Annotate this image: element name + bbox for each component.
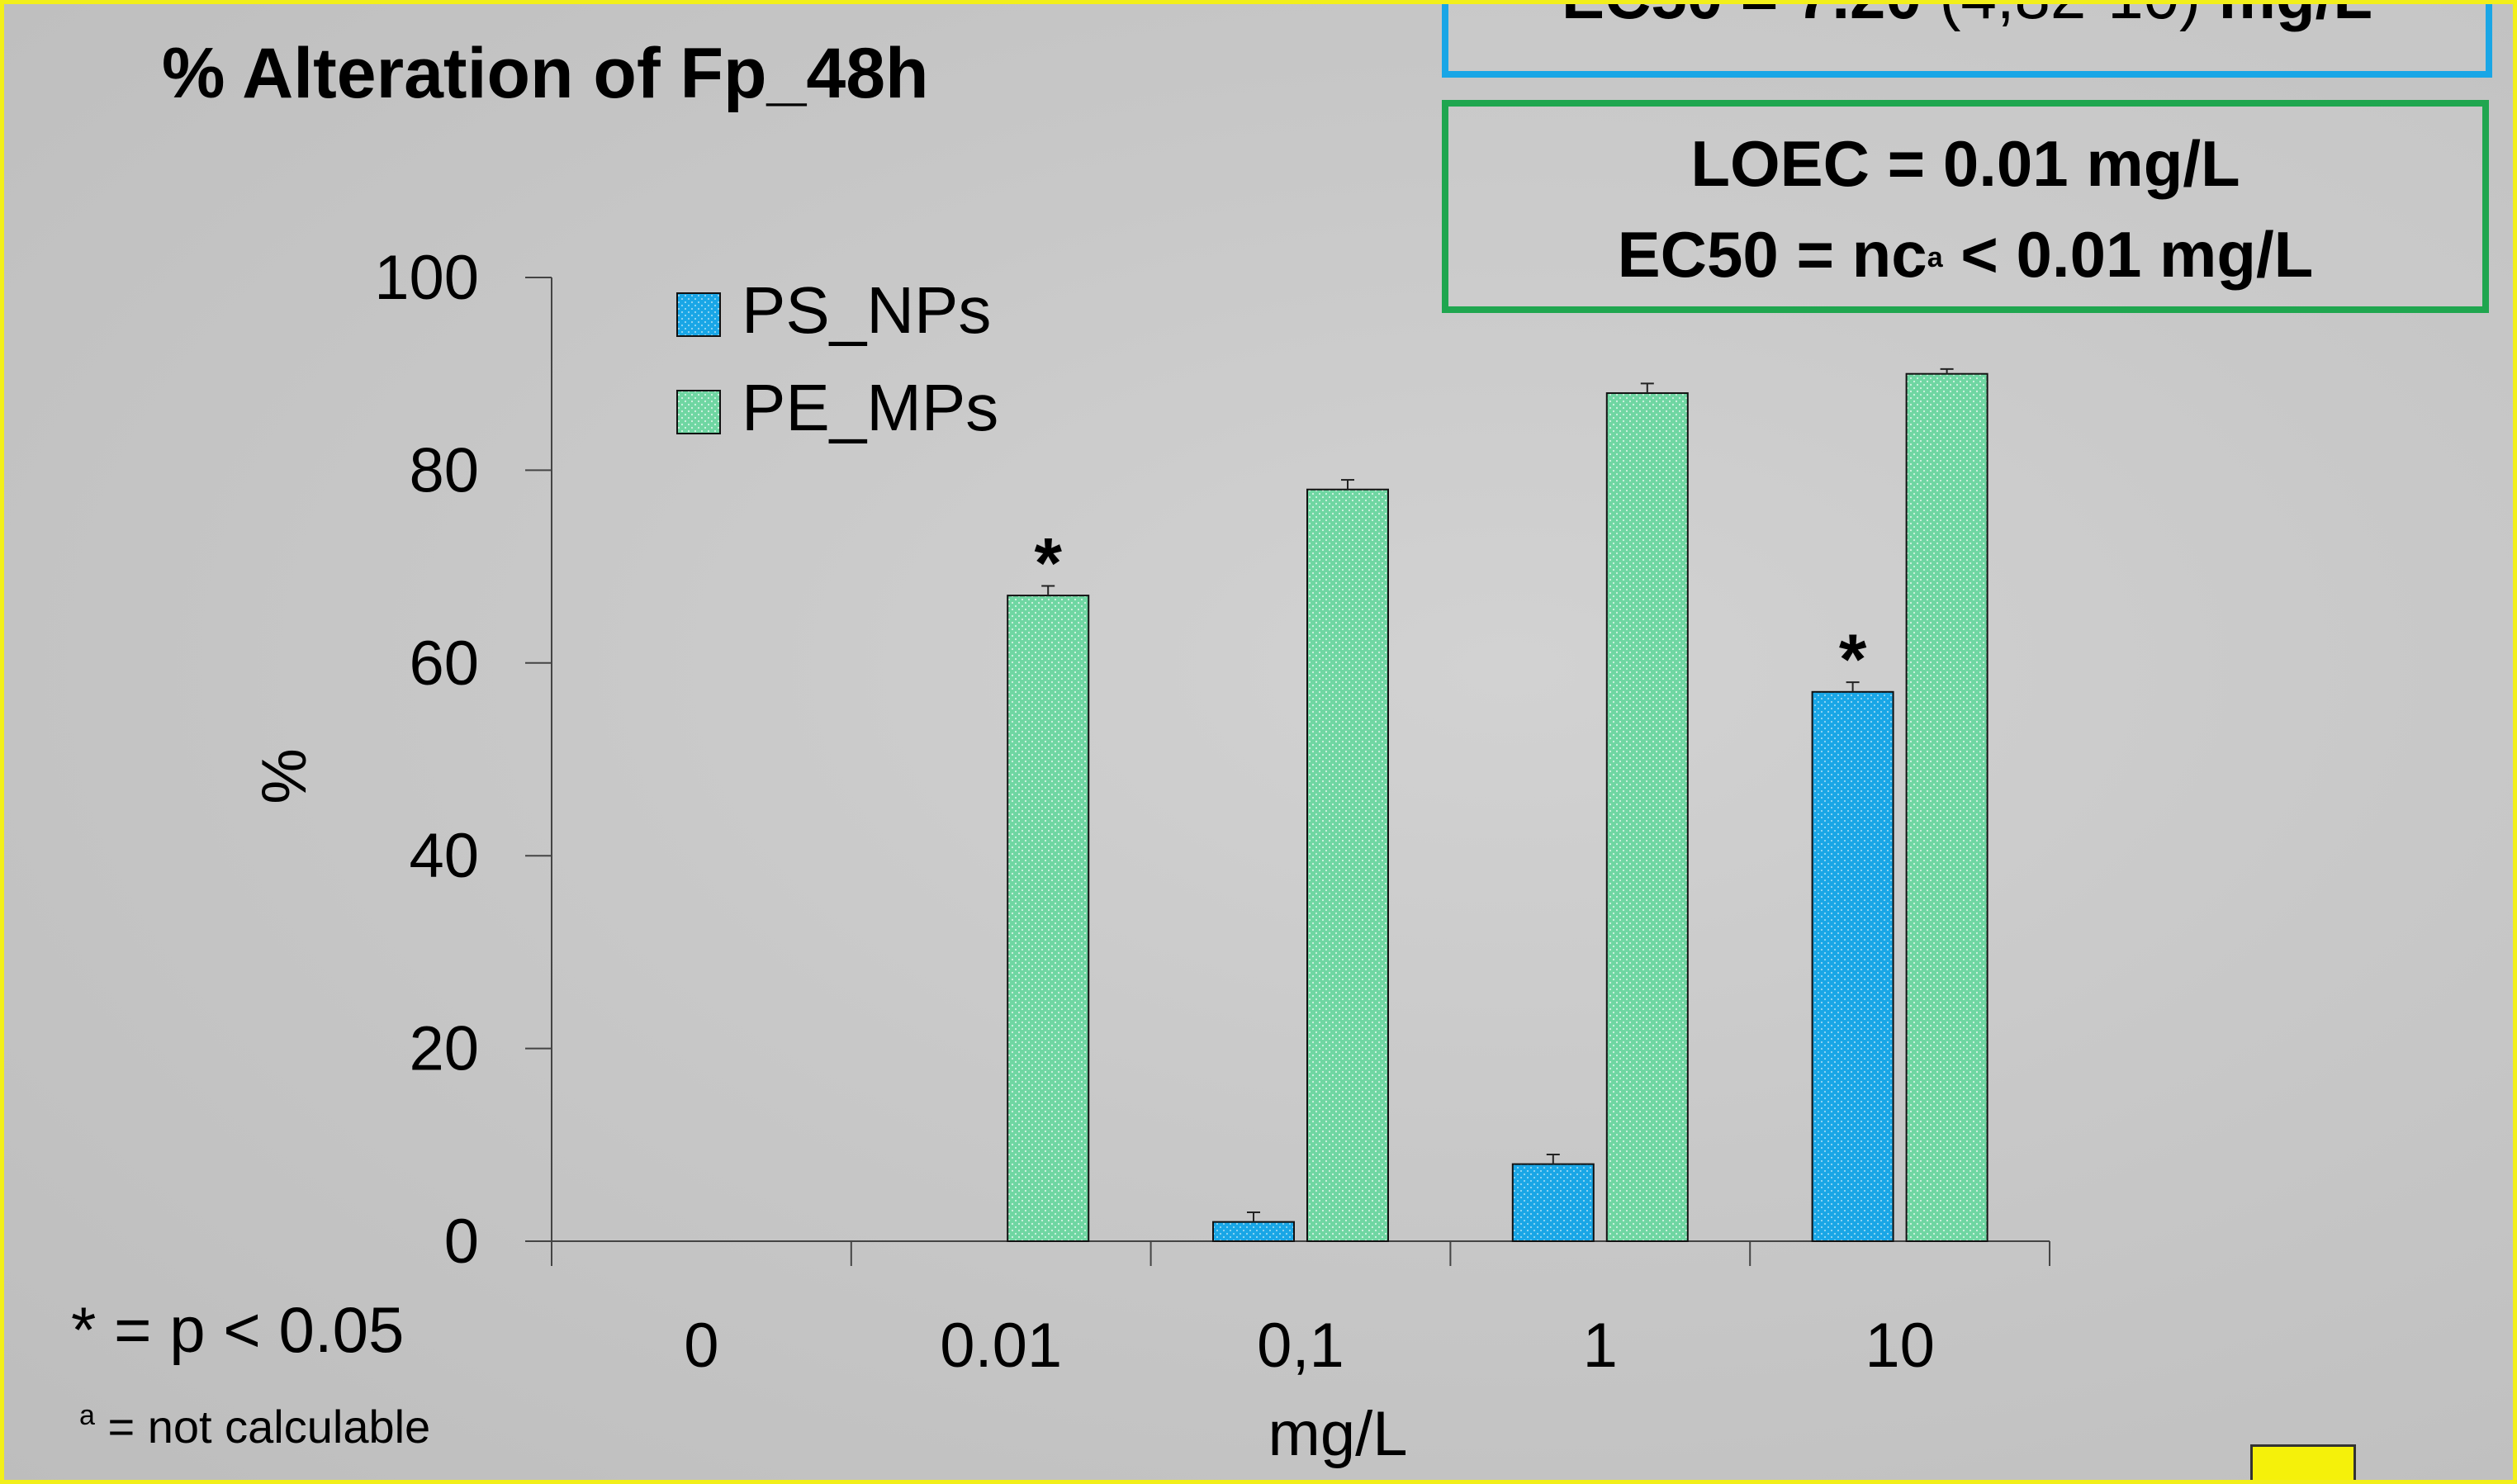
- ec50-pe-line: EC50 = nca < 0.01 mg/L: [1448, 217, 2482, 292]
- loec-pe-box: LOEC = 0.01 mg/L EC50 = nca < 0.01 mg/L: [1442, 100, 2489, 313]
- x-tick-label: 0.01: [940, 1311, 1062, 1381]
- ec50-ps-unit: mg/L: [2219, 0, 2372, 32]
- ps-nps-bar: [1212, 1221, 1295, 1243]
- ec50-ps-ci: (4,82-10): [1940, 0, 2202, 32]
- y-tick-label: 20: [409, 1014, 479, 1084]
- pe-mps-bar: [1007, 595, 1090, 1242]
- loec-pe-label: LOEC = 0.01 mg/L: [1690, 127, 2240, 200]
- significance-star: *: [1034, 524, 1062, 603]
- not-calculable-text: = not calculable: [94, 1401, 431, 1453]
- y-tick-label: 0: [444, 1207, 479, 1277]
- significance-star: *: [1839, 620, 1867, 699]
- y-tick-label: 100: [374, 243, 479, 313]
- y-tick-label: 80: [409, 435, 479, 505]
- ec50-ps-box: EC50 = 7.20 (4,82-10) mg/L: [1442, 0, 2492, 78]
- ec50-pe-footnote-mark: a: [1927, 242, 1943, 273]
- y-axis-title: %: [249, 748, 320, 804]
- x-tick-label: 10: [1865, 1311, 1935, 1381]
- ps-nps-bar: [1511, 1163, 1595, 1243]
- ec50-pe-suffix: < 0.01 mg/L: [1960, 218, 2314, 291]
- yellow-corner-tab: [2250, 1444, 2356, 1484]
- significance-note: * = p < 0.05: [71, 1293, 405, 1366]
- y-tick-label: 60: [409, 628, 479, 699]
- x-axis-title: mg/L: [1268, 1399, 1408, 1469]
- x-tick-label: 0,1: [1257, 1311, 1344, 1381]
- ps-nps-legend-swatch: [676, 292, 721, 337]
- pe-mps-bar: [1905, 372, 1988, 1243]
- pe-mps-bar: [1306, 488, 1389, 1242]
- ec50-ps-label: EC50 = 7.20: [1562, 0, 1922, 32]
- x-tick-label: 0: [684, 1311, 718, 1381]
- pe-mps-legend-label: PE_MPs: [742, 371, 998, 444]
- ps-nps-bar: [1811, 690, 1894, 1242]
- footnote-mark: a: [79, 1400, 95, 1431]
- ps-nps-legend-label: PS_NPs: [742, 273, 991, 347]
- x-tick-label: 1: [1583, 1311, 1618, 1381]
- ec50-pe-prefix: EC50 = nc: [1617, 218, 1927, 291]
- not-calculable-note: a = not calculable: [79, 1400, 430, 1453]
- chart-title: % Alteration of Fp_48h: [162, 34, 929, 113]
- pe-mps-bar: [1605, 392, 1689, 1242]
- y-tick-label: 40: [409, 821, 479, 891]
- pe-mps-legend-swatch: [676, 390, 721, 434]
